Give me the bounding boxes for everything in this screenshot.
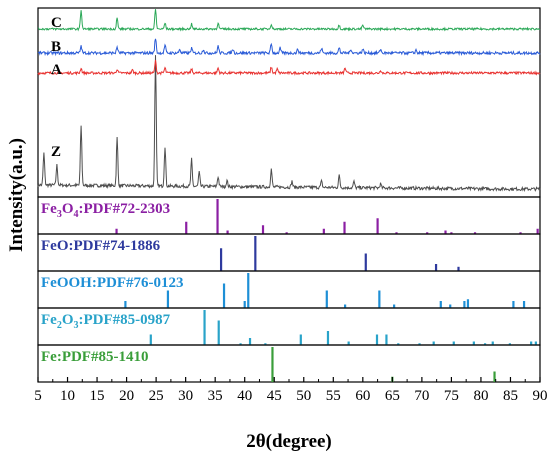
reference-label: Fe2O3:PDF#85-0987 <box>41 312 171 331</box>
trace-B <box>37 38 541 57</box>
trace-C <box>37 9 541 32</box>
x-tick-label: 65 <box>385 388 400 404</box>
x-axis-title: 2θ(degree) <box>246 431 332 452</box>
x-tick-label: 20 <box>119 388 134 404</box>
x-tick-label: 10 <box>60 388 75 404</box>
x-axis: 5 10 15 20 25 30 35 40 45 50 55 60 65 70 75 80 85 90 <box>34 377 548 404</box>
upper-panel-frame <box>37 7 541 198</box>
y-axis-title: Intensity(a.u.) <box>6 138 27 252</box>
x-tick-label: 40 <box>237 388 252 404</box>
trace-A <box>37 60 541 76</box>
series-label-C: C <box>51 15 62 31</box>
reference-label: Fe3O4:PDF#72-2303 <box>41 201 170 220</box>
x-tick-label: 55 <box>326 388 341 404</box>
x-tick-label: 5 <box>34 388 42 404</box>
trace-Z <box>37 55 541 193</box>
x-tick-label: 70 <box>414 388 429 404</box>
x-tick-label: 15 <box>90 388 105 404</box>
x-tick-label: 75 <box>444 388 459 404</box>
x-tick-label: 25 <box>149 388 164 404</box>
reference-label: FeOOH:PDF#76-0123 <box>41 275 183 291</box>
x-tick-label: 45 <box>267 388 282 404</box>
series-label-B: B <box>51 39 61 55</box>
reference-label: FeO:PDF#74-1886 <box>41 238 161 254</box>
reference-label: Fe:PDF#85-1410 <box>41 349 148 365</box>
series-label-Z: Z <box>51 144 61 160</box>
x-tick-label: 30 <box>178 388 193 404</box>
upper-panel: Z ABC <box>37 7 541 198</box>
series-label-A: A <box>51 62 62 78</box>
x-tick-label: 85 <box>503 388 518 404</box>
x-tick-label: 50 <box>296 388 311 404</box>
reference-panels: Fe3O4:PDF#72-2303 FeO:PDF#74-1886 FeOOH:PD… <box>37 196 541 383</box>
x-tick-label: 60 <box>355 388 370 404</box>
x-tick-label: 80 <box>473 388 488 404</box>
x-tick-label: 35 <box>208 388 223 404</box>
x-tick-label: 90 <box>533 388 548 404</box>
